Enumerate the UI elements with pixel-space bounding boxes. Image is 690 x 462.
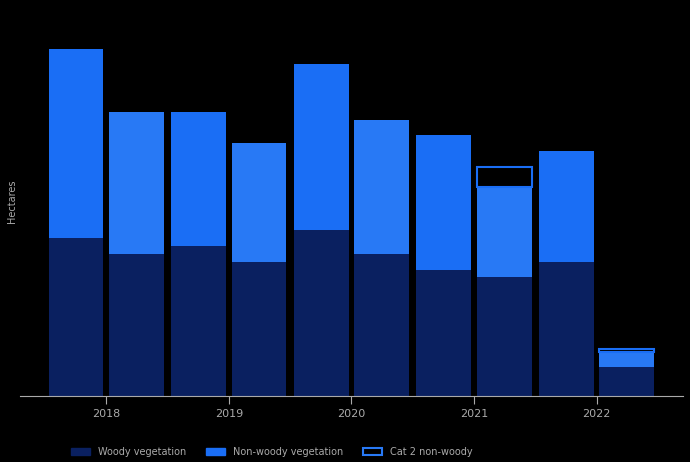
Bar (477, 167, 531, 278)
Bar (354, 254, 409, 396)
Bar (109, 254, 164, 396)
Bar (294, 64, 348, 230)
Bar (539, 261, 593, 396)
Bar (171, 112, 226, 246)
Bar (48, 238, 104, 396)
Bar (232, 143, 286, 261)
Bar (294, 230, 348, 396)
Bar (416, 135, 471, 270)
Bar (477, 167, 531, 187)
Bar (232, 261, 286, 396)
Bar (109, 112, 164, 254)
Bar (416, 270, 471, 396)
Bar (600, 348, 654, 352)
Bar (354, 120, 409, 254)
Bar (600, 348, 654, 367)
Bar (171, 246, 226, 396)
Bar (539, 151, 593, 261)
Bar (477, 278, 531, 396)
Y-axis label: Hectares: Hectares (7, 180, 17, 223)
Bar (48, 49, 104, 238)
Bar (600, 367, 654, 396)
Legend: Woody vegetation, Non-woody vegetation, Cat 2 non-woody: Woody vegetation, Non-woody vegetation, … (67, 443, 477, 461)
